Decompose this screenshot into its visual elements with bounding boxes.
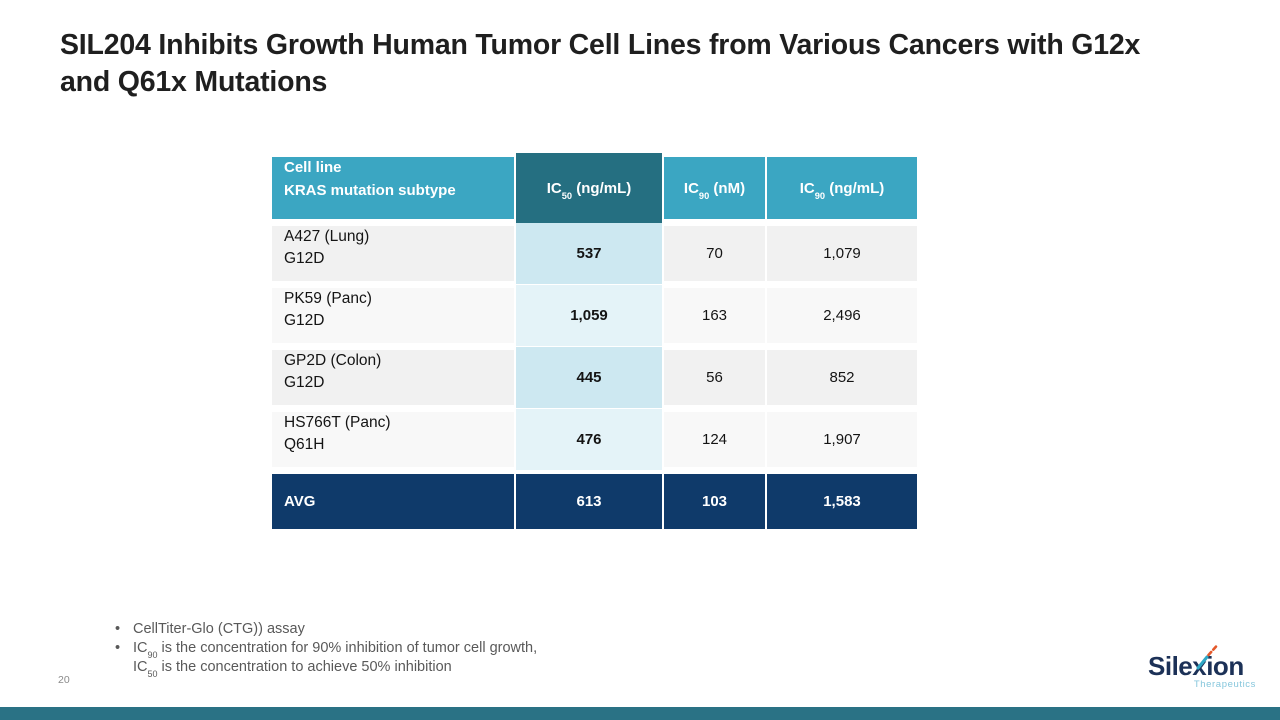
cell-ic50: 1,059	[516, 285, 662, 346]
table-header-row: Cell line KRAS mutation subtype IC50 (ng…	[272, 153, 917, 223]
bullet-icon: •	[115, 640, 121, 656]
cell-line-name: GP2D (Colon) G12D	[272, 350, 514, 405]
logo-wordmark: Silexion	[1148, 644, 1260, 681]
table-row-pk59: PK59 (Panc) G12D 1,059 163 2,496	[272, 285, 917, 346]
header-ic90-ngml: IC90 (ng/mL)	[767, 157, 917, 219]
table-avg-row: AVG 613 103 1,583	[272, 474, 917, 529]
cell-line-name: A427 (Lung) G12D	[272, 226, 514, 281]
slide-title-line1: SIL204 Inhibits Growth Human Tumor Cell …	[60, 29, 1141, 61]
cell-ic50: 537	[516, 223, 662, 284]
cell-ic90-nm: 124	[664, 412, 765, 467]
cell-ic90-nm: 56	[664, 350, 765, 405]
footnote-ic-definition: • IC90 is the concentration for 90% inhi…	[115, 640, 538, 680]
footer-bar	[0, 707, 1280, 720]
header-cell-line-label2: KRAS mutation subtype	[284, 181, 456, 199]
cell-ic50: 476	[516, 409, 662, 470]
cell-line-name: PK59 (Panc) G12D	[272, 288, 514, 343]
logo-needle-icon	[1196, 644, 1219, 670]
table-row-gp2d: GP2D (Colon) G12D 445 56 852	[272, 347, 917, 408]
logo-tagline: Therapeutics	[1193, 679, 1256, 690]
cell-ic90-ngml: 1,907	[767, 412, 917, 467]
header-cell-line: Cell line KRAS mutation subtype	[272, 157, 514, 219]
slide-title-line2: and Q61x Mutations	[60, 66, 328, 98]
table-row-hs766t: HS766T (Panc) Q61H 476 124 1,907	[272, 409, 917, 470]
ic-values-table: Cell line KRAS mutation subtype IC50 (ng…	[272, 153, 917, 529]
footnote-assay: • CellTiter-Glo (CTG)) assay	[115, 621, 305, 637]
header-ic90-nm: IC90 (nM)	[664, 157, 765, 219]
cell-ic90-ngml: 2,496	[767, 288, 917, 343]
avg-ic90-nm: 103	[664, 474, 765, 529]
cell-ic90-nm: 163	[664, 288, 765, 343]
table-row-a427: A427 (Lung) G12D 537 70 1,079	[272, 223, 917, 284]
footnotes: • CellTiter-Glo (CTG)) assay • IC90 is t…	[113, 620, 545, 680]
page-number: 20	[58, 674, 70, 686]
header-ic50-ngml: IC50 (ng/mL)	[516, 153, 662, 223]
cell-ic90-nm: 70	[664, 226, 765, 281]
slide-title: SIL204 Inhibits Growth Human Tumor Cell …	[60, 27, 1240, 101]
bullet-icon: •	[115, 621, 121, 637]
cell-ic90-ngml: 1,079	[767, 226, 917, 281]
cell-ic50: 445	[516, 347, 662, 408]
avg-ic50: 613	[516, 474, 662, 529]
avg-label: AVG	[272, 474, 514, 529]
header-cell-line-label1: Cell line	[284, 159, 342, 176]
silexion-logo: Silexion Therapeutics	[1148, 644, 1260, 690]
cell-ic90-ngml: 852	[767, 350, 917, 405]
cell-line-name: HS766T (Panc) Q61H	[272, 412, 514, 467]
avg-ic90-ngml: 1,583	[767, 474, 917, 529]
